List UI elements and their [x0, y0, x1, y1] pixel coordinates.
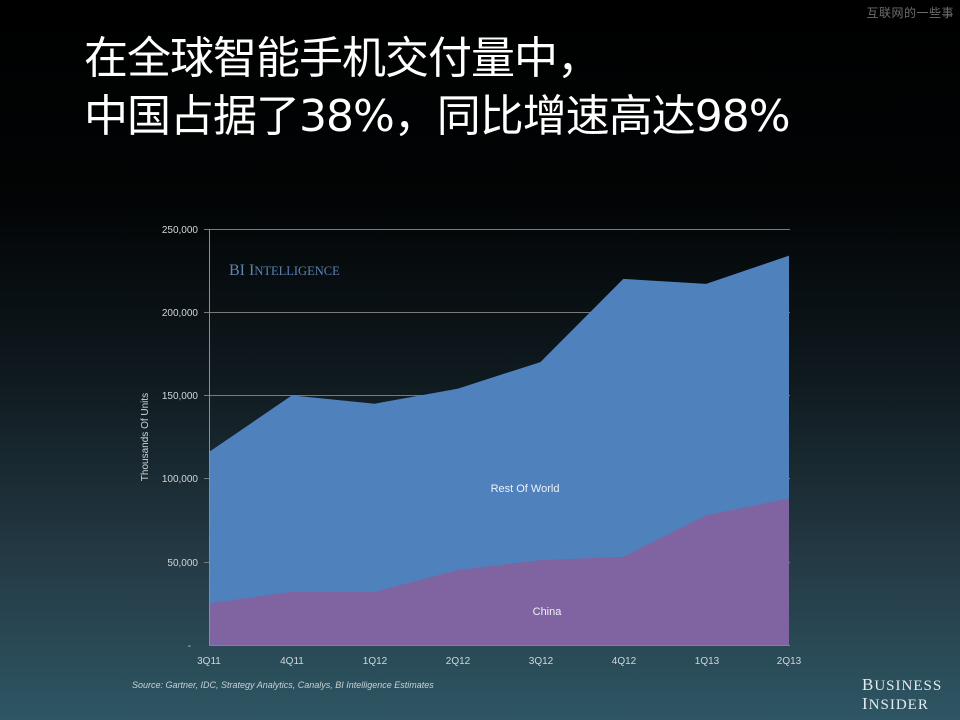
x-tick-labels: 3Q11 4Q11 1Q12 2Q12 3Q12 4Q12 1Q13 2Q13	[197, 656, 802, 667]
x-tick: 2Q13	[777, 656, 802, 667]
china-area	[209, 498, 789, 645]
x-tick: 4Q12	[612, 656, 637, 667]
bi-intelligence-label: BI INTELLIGENCE	[229, 262, 340, 279]
x-tick: 1Q13	[695, 656, 720, 667]
slide-title: 在全球智能手机交付量中， 中国占据了38%，同比增速高达98%	[84, 30, 791, 146]
y-tick-50000: 50,000	[167, 558, 198, 569]
y-tick-100000: 100,000	[162, 474, 199, 485]
title-line-1: 在全球智能手机交付量中，	[84, 33, 601, 84]
y-tick-150000: 150,000	[162, 391, 199, 402]
title-line-2: 中国占据了38%，同比增速高达98%	[84, 91, 791, 142]
rest-of-world-label: Rest Of World	[491, 483, 560, 495]
y-tick-0: -	[188, 641, 191, 652]
china-label: China	[533, 606, 563, 618]
x-tick: 4Q11	[280, 656, 304, 667]
x-tick: 3Q11	[197, 656, 221, 667]
watermark: 互联网的一些事	[866, 6, 954, 20]
business-insider-logo: BUSINESS INSIDER	[862, 675, 943, 713]
y-tick-200000: 200,000	[162, 308, 199, 319]
x-tick: 2Q12	[446, 656, 471, 667]
source-note: Source: Gartner, IDC, Strategy Analytics…	[132, 680, 434, 690]
y-axis-label: Thousands Of Units	[140, 393, 151, 481]
x-tick: 1Q12	[363, 656, 388, 667]
x-tick: 3Q12	[529, 656, 554, 667]
y-tick-250000: 250,000	[162, 225, 199, 236]
y-tick-labels: 250,000 200,000 150,000 100,000 50,000 -	[162, 225, 199, 652]
